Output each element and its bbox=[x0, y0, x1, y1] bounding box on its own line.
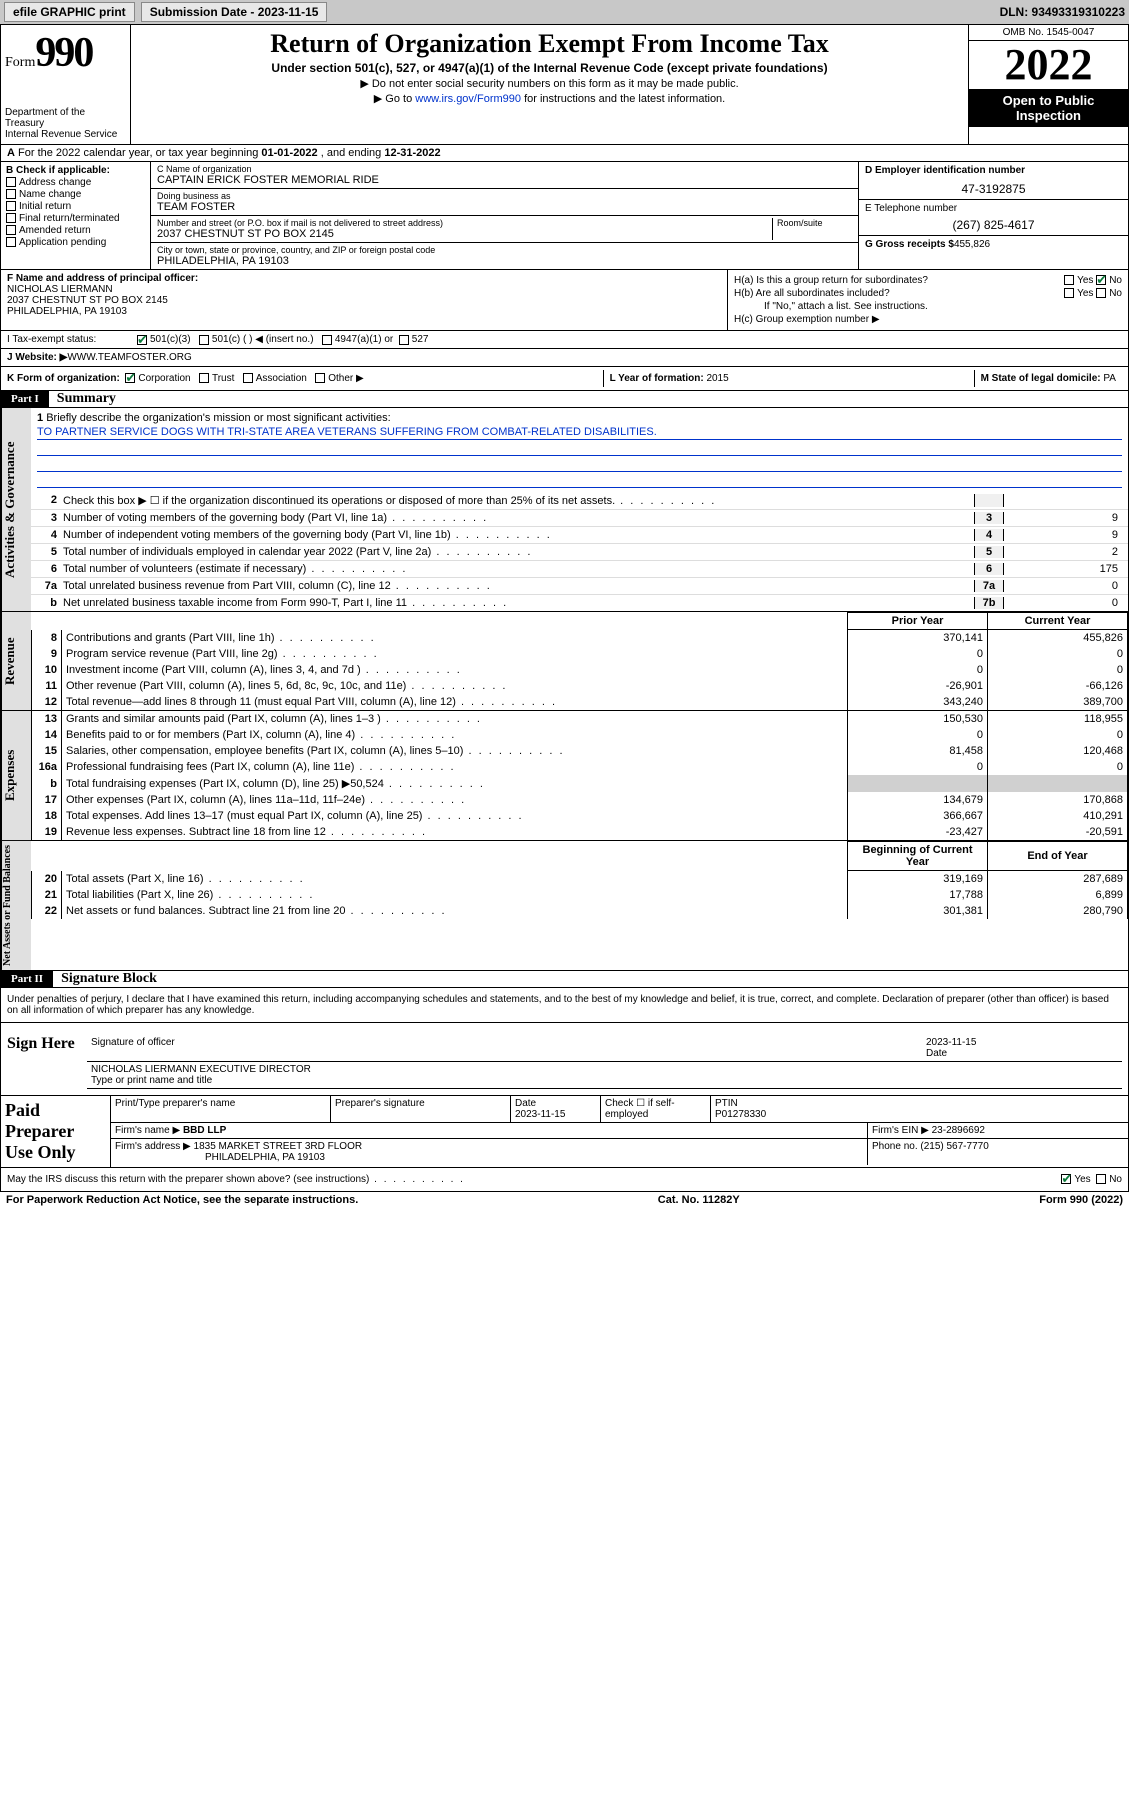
firm-phone: (215) 567-7770 bbox=[920, 1141, 988, 1152]
website-url[interactable]: WWW.TEAMFOSTER.ORG bbox=[67, 352, 191, 363]
efile-print-button[interactable]: efile GRAPHIC print bbox=[4, 2, 135, 22]
gov-line: 7aTotal unrelated business revenue from … bbox=[31, 577, 1128, 594]
row-i-tax-status: I Tax-exempt status: 501(c)(3) 501(c) ( … bbox=[0, 331, 1129, 349]
form-title: Return of Organization Exempt From Incom… bbox=[141, 29, 958, 59]
dln: DLN: 93493319310223 bbox=[1000, 5, 1125, 19]
table-row: 21Total liabilities (Part X, line 26)17,… bbox=[32, 887, 1128, 903]
form-990-label: Form990 bbox=[5, 29, 126, 77]
form-header: Form990 Department of the Treasury Inter… bbox=[0, 24, 1129, 145]
table-row: 9Program service revenue (Part VIII, lin… bbox=[32, 646, 1128, 662]
section-b-through-g: B Check if applicable: Address change Na… bbox=[0, 162, 1129, 270]
officer-name: NICHOLAS LIERMANN bbox=[7, 284, 113, 295]
gov-line: 2Check this box ▶ ☐ if the organization … bbox=[31, 492, 1128, 509]
part-2-header: Part IISignature Block bbox=[0, 971, 1129, 988]
table-row: 13Grants and similar amounts paid (Part … bbox=[32, 711, 1128, 727]
expenses-table: 13Grants and similar amounts paid (Part … bbox=[31, 711, 1128, 840]
table-row: 8Contributions and grants (Part VIII, li… bbox=[32, 630, 1128, 647]
org-city: PHILADELPHIA, PA 19103 bbox=[157, 255, 435, 267]
ptin: P01278330 bbox=[715, 1109, 766, 1120]
row-k-org-form: K Form of organization: Corporation Trus… bbox=[0, 367, 1129, 391]
ein: 47-3192875 bbox=[865, 182, 1122, 196]
tax-year: 2022 bbox=[969, 41, 1128, 89]
vtab-revenue: Revenue bbox=[1, 612, 31, 710]
form-subtitle: Under section 501(c), 527, or 4947(a)(1)… bbox=[141, 61, 958, 75]
signature-section: Sign Here Signature of officer2023-11-15… bbox=[0, 1023, 1129, 1096]
top-toolbar: efile GRAPHIC print Submission Date - 20… bbox=[0, 0, 1129, 24]
table-row: 19Revenue less expenses. Subtract line 1… bbox=[32, 824, 1128, 840]
firm-name: BBD LLP bbox=[183, 1125, 226, 1136]
officer-signature-name: NICHOLAS LIERMANN EXECUTIVE DIRECTOR bbox=[91, 1064, 311, 1075]
table-row: 11Other revenue (Part VIII, column (A), … bbox=[32, 678, 1128, 694]
table-row: 20Total assets (Part X, line 16)319,1692… bbox=[32, 871, 1128, 888]
telephone: (267) 825-4617 bbox=[865, 218, 1122, 232]
perjury-statement: Under penalties of perjury, I declare th… bbox=[0, 988, 1129, 1023]
section-f-h: F Name and address of principal officer:… bbox=[0, 270, 1129, 331]
gov-line: 3Number of voting members of the governi… bbox=[31, 509, 1128, 526]
org-name: CAPTAIN ERICK FOSTER MEMORIAL RIDE bbox=[157, 174, 379, 186]
table-row: 15Salaries, other compensation, employee… bbox=[32, 743, 1128, 759]
table-row: 16aProfessional fundraising fees (Part I… bbox=[32, 759, 1128, 775]
line-1-mission: 1 Briefly describe the organization's mi… bbox=[31, 408, 1128, 492]
gov-line: 4Number of independent voting members of… bbox=[31, 526, 1128, 543]
gross-receipts: 455,826 bbox=[954, 239, 990, 250]
table-row: 18Total expenses. Add lines 13–17 (must … bbox=[32, 808, 1128, 824]
omb-number: OMB No. 1545-0047 bbox=[969, 25, 1128, 41]
irs-label: Internal Revenue Service bbox=[5, 129, 126, 140]
table-row: 22Net assets or fund balances. Subtract … bbox=[32, 903, 1128, 919]
irs-link[interactable]: www.irs.gov/Form990 bbox=[415, 93, 521, 105]
vtab-expenses: Expenses bbox=[1, 711, 31, 840]
dept-treasury: Department of the Treasury bbox=[5, 107, 126, 129]
table-row: 17Other expenses (Part IX, column (A), l… bbox=[32, 792, 1128, 808]
gov-line: 5Total number of individuals employed in… bbox=[31, 543, 1128, 560]
page-footer: For Paperwork Reduction Act Notice, see … bbox=[0, 1192, 1129, 1208]
row-a-tax-year: A For the 2022 calendar year, or tax yea… bbox=[0, 145, 1129, 162]
form-note-ssn: ▶ Do not enter social security numbers o… bbox=[141, 77, 958, 90]
part-1-header: Part ISummary bbox=[0, 391, 1129, 408]
submission-date: Submission Date - 2023-11-15 bbox=[141, 2, 328, 22]
revenue-table: Prior YearCurrent Year 8Contributions an… bbox=[31, 612, 1128, 710]
open-to-public: Open to Public Inspection bbox=[969, 89, 1128, 127]
table-row: bTotal fundraising expenses (Part IX, co… bbox=[32, 775, 1128, 792]
form-link-line: ▶ Go to www.irs.gov/Form990 for instruct… bbox=[141, 92, 958, 105]
net-assets-table: Beginning of Current YearEnd of Year 20T… bbox=[31, 841, 1128, 919]
vtab-net-assets: Net Assets or Fund Balances bbox=[1, 841, 31, 970]
may-irs-discuss: May the IRS discuss this return with the… bbox=[0, 1168, 1129, 1192]
org-address: 2037 CHESTNUT ST PO BOX 2145 bbox=[157, 228, 772, 240]
table-row: 12Total revenue—add lines 8 through 11 (… bbox=[32, 694, 1128, 710]
gov-line: 6Total number of volunteers (estimate if… bbox=[31, 560, 1128, 577]
firm-ein: 23-2896692 bbox=[932, 1125, 985, 1136]
org-dba: TEAM FOSTER bbox=[157, 201, 235, 213]
col-b-checkboxes: B Check if applicable: Address change Na… bbox=[1, 162, 151, 269]
gov-line: bNet unrelated business taxable income f… bbox=[31, 594, 1128, 611]
paid-preparer-section: Paid Preparer Use Only Print/Type prepar… bbox=[0, 1096, 1129, 1168]
table-row: 10Investment income (Part VIII, column (… bbox=[32, 662, 1128, 678]
row-j-website: J Website: ▶ WWW.TEAMFOSTER.ORG bbox=[0, 349, 1129, 367]
vtab-governance: Activities & Governance bbox=[1, 408, 31, 611]
table-row: 14Benefits paid to or for members (Part … bbox=[32, 727, 1128, 743]
